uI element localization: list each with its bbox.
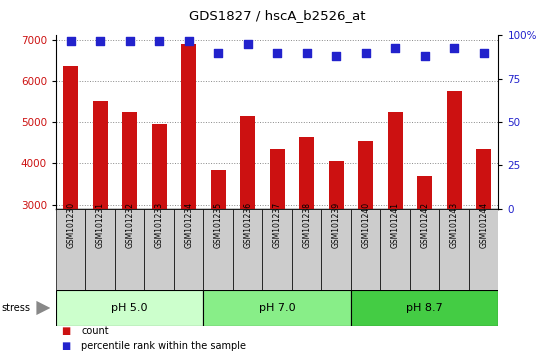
Bar	[358, 141, 373, 329]
Bar	[211, 170, 226, 329]
Point	[125, 38, 134, 44]
Text: GSM101237: GSM101237	[273, 202, 282, 248]
Bar	[440, 209, 469, 290]
Bar	[351, 209, 380, 290]
Bar	[292, 209, 321, 290]
Text: GSM101236: GSM101236	[243, 202, 252, 248]
Bar	[152, 124, 167, 329]
Bar	[233, 209, 263, 290]
Bar	[299, 137, 314, 329]
Text: pH 7.0: pH 7.0	[259, 303, 296, 313]
Text: GSM101230: GSM101230	[66, 202, 75, 248]
Point	[66, 38, 75, 44]
Text: ■: ■	[62, 326, 71, 336]
Text: GSM101242: GSM101242	[420, 202, 429, 248]
Point	[96, 38, 105, 44]
Text: stress: stress	[2, 303, 31, 313]
Bar	[56, 290, 203, 326]
Bar	[329, 161, 343, 329]
Text: GSM101241: GSM101241	[391, 202, 400, 248]
Bar	[115, 209, 144, 290]
Point	[479, 50, 488, 56]
Bar	[174, 209, 203, 290]
Text: pH 8.7: pH 8.7	[407, 303, 443, 313]
Bar	[86, 209, 115, 290]
Polygon shape	[36, 301, 50, 315]
Text: GSM101240: GSM101240	[361, 202, 370, 248]
Text: percentile rank within the sample: percentile rank within the sample	[81, 341, 246, 351]
Text: GDS1827 / hscA_b2526_at: GDS1827 / hscA_b2526_at	[189, 10, 366, 22]
Point	[332, 53, 340, 59]
Text: GSM101233: GSM101233	[155, 202, 164, 248]
Bar	[410, 209, 440, 290]
Text: GSM101232: GSM101232	[125, 202, 134, 248]
Bar	[417, 176, 432, 329]
Point	[450, 45, 459, 50]
Point	[273, 50, 282, 56]
Bar	[240, 116, 255, 329]
Bar	[122, 112, 137, 329]
Bar	[263, 209, 292, 290]
Bar	[181, 44, 196, 329]
Text: GSM101238: GSM101238	[302, 202, 311, 248]
Point	[302, 50, 311, 56]
Text: GSM101243: GSM101243	[450, 202, 459, 248]
Bar	[321, 209, 351, 290]
Text: GSM101231: GSM101231	[96, 202, 105, 248]
Text: GSM101234: GSM101234	[184, 202, 193, 248]
Text: GSM101239: GSM101239	[332, 202, 340, 248]
Bar	[388, 112, 403, 329]
Bar	[476, 149, 491, 329]
Point	[391, 45, 400, 50]
Text: GSM101244: GSM101244	[479, 202, 488, 248]
Text: ■: ■	[62, 341, 71, 351]
Text: GSM101235: GSM101235	[214, 202, 223, 248]
Bar	[203, 209, 233, 290]
Bar	[203, 290, 351, 326]
Bar	[469, 209, 498, 290]
Bar	[93, 102, 108, 329]
Text: pH 5.0: pH 5.0	[111, 303, 148, 313]
Bar	[447, 91, 461, 329]
Bar	[56, 209, 86, 290]
Text: count: count	[81, 326, 109, 336]
Point	[361, 50, 370, 56]
Bar	[270, 149, 284, 329]
Bar	[144, 209, 174, 290]
Point	[243, 41, 252, 47]
Bar	[380, 209, 410, 290]
Point	[155, 38, 164, 44]
Point	[184, 38, 193, 44]
Point	[214, 50, 223, 56]
Bar	[63, 67, 78, 329]
Bar	[351, 290, 498, 326]
Point	[420, 53, 429, 59]
